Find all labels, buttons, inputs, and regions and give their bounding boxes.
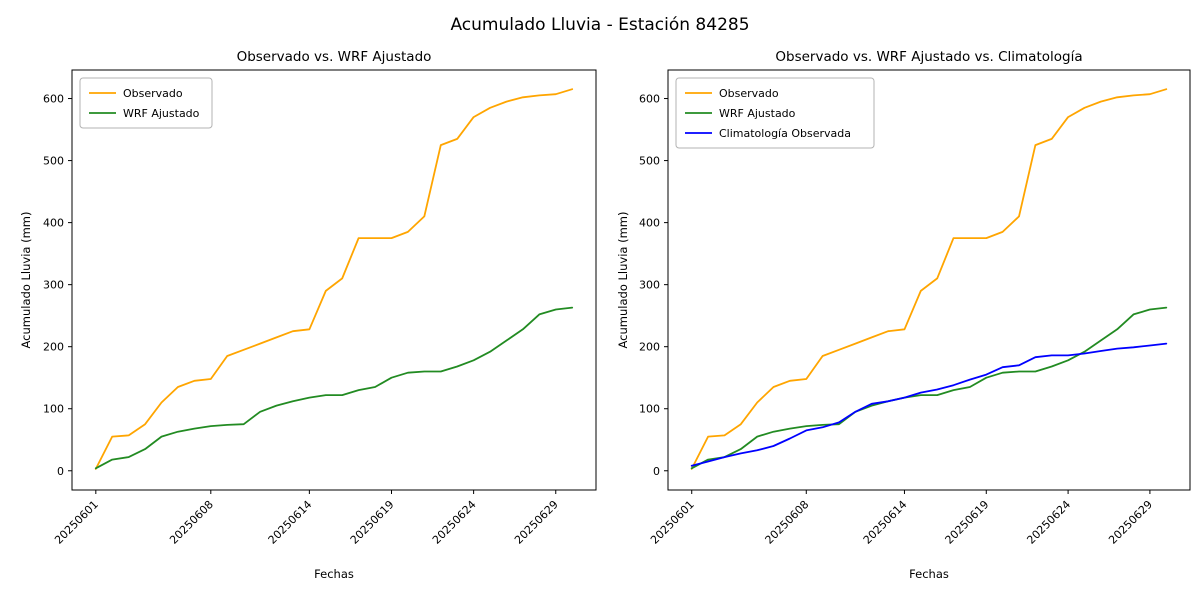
y-tick-label: 500 bbox=[639, 155, 660, 168]
right-y-axis-label: Acumulado Lluvia (mm) bbox=[616, 212, 630, 349]
x-tick-label: 20250624 bbox=[430, 498, 479, 547]
legend-label: Observado bbox=[123, 87, 183, 100]
left-subplot: 0 100 200 300 400 500 600 20250601 20250608 20250… bbox=[43, 69, 597, 547]
figure-title: Acumulado Lluvia - Estación 84285 bbox=[450, 15, 749, 35]
axes-box bbox=[71, 69, 597, 491]
y-tick-label: 500 bbox=[43, 155, 64, 168]
x-tick-label: 20250614 bbox=[861, 498, 910, 547]
x-tick-label: 20250614 bbox=[266, 498, 315, 547]
x-tick-label: 20250619 bbox=[943, 498, 992, 547]
y-tick-label: 300 bbox=[43, 279, 64, 292]
series-line-climatolog-a-observada bbox=[690, 342, 1168, 467]
right-subplot: 0 100 200 300 400 500 600 20250601 20250608 20250… bbox=[639, 69, 1191, 547]
y-tick-label: 600 bbox=[639, 93, 660, 106]
series-line-wrf-ajustado bbox=[690, 306, 1168, 470]
legend-label: Climatología Observada bbox=[719, 127, 851, 140]
y-tick-label: 400 bbox=[639, 217, 660, 230]
legend-label: WRF Ajustado bbox=[719, 107, 796, 120]
left-subplot-title: Observado vs. WRF Ajustado bbox=[237, 49, 432, 65]
y-tick-label: 600 bbox=[43, 93, 64, 106]
y-tick-label: 100 bbox=[43, 403, 64, 416]
x-tick-label: 20250629 bbox=[1106, 498, 1155, 547]
x-tick-label: 20250601 bbox=[648, 498, 697, 547]
y-tick-label: 0 bbox=[653, 465, 660, 478]
right-x-axis-label: Fechas bbox=[909, 567, 949, 581]
x-tick-label: 20250629 bbox=[512, 498, 561, 547]
y-tick-label: 300 bbox=[639, 279, 660, 292]
series-line-observado bbox=[690, 88, 1168, 470]
left-y-axis-label: Acumulado Lluvia (mm) bbox=[19, 212, 33, 349]
legend-box bbox=[79, 77, 213, 129]
left-x-axis-label: Fechas bbox=[314, 567, 354, 581]
series-line-observado bbox=[94, 88, 574, 470]
x-tick-label: 20250601 bbox=[52, 498, 101, 547]
legend-box bbox=[675, 77, 875, 149]
y-tick-label: 400 bbox=[43, 217, 64, 230]
x-tick-label: 20250619 bbox=[348, 498, 397, 547]
x-tick-label: 20250624 bbox=[1024, 498, 1073, 547]
x-tick-label: 20250608 bbox=[167, 498, 216, 547]
legend-label: Observado bbox=[719, 87, 779, 100]
y-tick-label: 100 bbox=[639, 403, 660, 416]
right-subplot-title: Observado vs. WRF Ajustado vs. Climatolo… bbox=[775, 49, 1082, 65]
series-line-wrf-ajustado bbox=[94, 306, 574, 470]
y-tick-label: 200 bbox=[639, 341, 660, 354]
axes-box bbox=[667, 69, 1191, 491]
x-tick-label: 20250608 bbox=[763, 498, 812, 547]
y-tick-label: 0 bbox=[57, 465, 64, 478]
y-tick-label: 200 bbox=[43, 341, 64, 354]
legend-label: WRF Ajustado bbox=[123, 107, 200, 120]
